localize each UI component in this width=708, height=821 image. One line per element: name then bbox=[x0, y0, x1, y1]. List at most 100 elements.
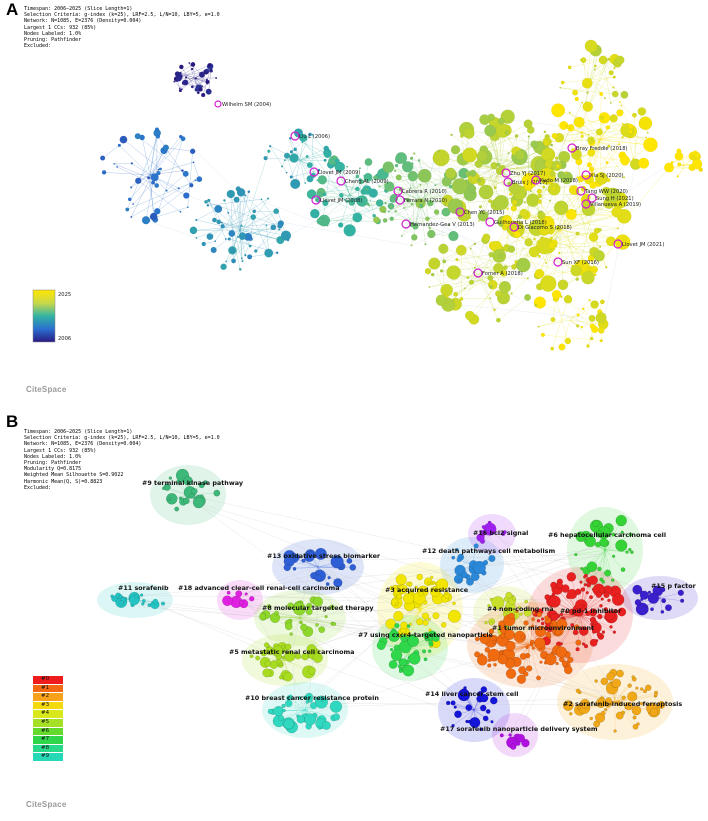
cluster-node bbox=[423, 632, 430, 639]
reference-node bbox=[516, 217, 519, 220]
citation-edge bbox=[455, 169, 501, 207]
reference-node bbox=[434, 184, 437, 187]
reference-node bbox=[559, 86, 562, 89]
citation-edge bbox=[587, 59, 607, 107]
cluster-node bbox=[461, 571, 468, 579]
burst-node-ring bbox=[553, 257, 563, 267]
cluster-node bbox=[523, 671, 529, 677]
cluster-label: #1 tumor microenvironment bbox=[492, 624, 594, 632]
citation-edge bbox=[560, 87, 616, 95]
inter-cluster-edge bbox=[298, 607, 416, 617]
cluster-edge bbox=[453, 557, 473, 566]
reference-node bbox=[589, 181, 597, 189]
burst-node-ring bbox=[401, 219, 411, 229]
cluster-node bbox=[315, 623, 319, 627]
node-label: Sung H (2021) bbox=[596, 196, 634, 202]
cluster-node bbox=[292, 602, 306, 616]
cluster-node bbox=[631, 705, 642, 716]
reference-node bbox=[453, 291, 459, 297]
citation-edge bbox=[166, 173, 186, 191]
cluster-edge bbox=[291, 617, 301, 635]
cluster-node bbox=[183, 476, 193, 486]
reference-node bbox=[194, 179, 197, 182]
reference-node bbox=[394, 169, 397, 172]
reference-node bbox=[509, 192, 513, 196]
cluster-node bbox=[318, 726, 322, 730]
reference-node bbox=[643, 137, 658, 152]
cluster-node bbox=[531, 646, 535, 650]
reference-node bbox=[189, 148, 196, 155]
cluster-node bbox=[544, 653, 557, 666]
reference-node bbox=[570, 264, 582, 277]
cluster-node bbox=[283, 718, 294, 730]
reference-node bbox=[526, 277, 529, 280]
cluster-node bbox=[516, 733, 525, 743]
reference-node bbox=[254, 249, 258, 253]
cluster-node bbox=[239, 599, 245, 606]
cluster-node bbox=[393, 611, 404, 622]
reference-node bbox=[592, 236, 597, 241]
citation-edge bbox=[595, 65, 614, 88]
cluster-node bbox=[284, 622, 293, 631]
reference-node bbox=[645, 136, 647, 139]
reference-node bbox=[568, 127, 571, 130]
cluster-node bbox=[508, 612, 515, 620]
cluster-node bbox=[627, 691, 638, 702]
citation-edge bbox=[117, 166, 157, 186]
cluster-node bbox=[319, 696, 326, 702]
reference-node bbox=[198, 71, 205, 78]
cluster-node bbox=[616, 669, 624, 678]
cluster-node bbox=[534, 637, 546, 649]
cluster-edge bbox=[604, 549, 613, 581]
citation-edge bbox=[127, 179, 200, 210]
cluster-node bbox=[545, 631, 552, 638]
panel-b-meta-line: Excluded: bbox=[24, 484, 52, 491]
reference-node bbox=[228, 229, 236, 237]
reference-node bbox=[432, 157, 435, 160]
cluster-node bbox=[436, 578, 449, 591]
cluster-node bbox=[540, 621, 545, 626]
citation-edge bbox=[559, 177, 584, 231]
cluster-edge bbox=[603, 549, 606, 582]
reference-node bbox=[410, 202, 414, 206]
reference-node bbox=[433, 209, 440, 215]
reference-node bbox=[427, 229, 436, 239]
reference-node bbox=[230, 248, 235, 253]
cluster-node bbox=[226, 590, 231, 595]
cluster-edge bbox=[419, 609, 444, 625]
citation-edge bbox=[314, 194, 351, 214]
citation-edge bbox=[255, 229, 280, 252]
reference-node bbox=[231, 258, 237, 264]
citation-edge bbox=[484, 156, 539, 165]
cluster-node bbox=[452, 601, 456, 606]
cluster-node bbox=[403, 593, 415, 605]
cluster-legend-swatch: #7 bbox=[33, 736, 63, 745]
reference-node bbox=[700, 168, 703, 171]
citation-edge bbox=[239, 191, 250, 231]
reference-node bbox=[156, 170, 161, 176]
reference-node bbox=[190, 67, 194, 71]
reference-node bbox=[606, 178, 611, 183]
reference-node bbox=[427, 200, 434, 207]
reference-node bbox=[147, 176, 151, 180]
panel-a-metadata: Timespan: 2006–2025 (Slice Length=1) Sele… bbox=[24, 6, 220, 49]
citation-edge bbox=[187, 151, 193, 208]
reference-node bbox=[573, 116, 585, 128]
cluster-edge bbox=[403, 609, 421, 626]
reference-node bbox=[506, 207, 509, 210]
cluster-edge bbox=[604, 549, 624, 570]
citation-edge bbox=[205, 201, 241, 231]
citation-edge bbox=[302, 142, 326, 161]
reference-node bbox=[395, 174, 402, 181]
reference-node bbox=[484, 124, 496, 137]
citation-edge bbox=[141, 137, 151, 176]
reference-node bbox=[343, 224, 356, 237]
reference-node bbox=[463, 287, 466, 290]
reference-node bbox=[677, 162, 682, 167]
reference-node bbox=[366, 202, 370, 206]
reference-node bbox=[178, 89, 182, 93]
reference-node bbox=[618, 100, 621, 103]
citation-edge bbox=[230, 193, 246, 256]
cluster-node bbox=[307, 666, 316, 675]
cluster-legend-swatch: #9 bbox=[33, 753, 63, 762]
